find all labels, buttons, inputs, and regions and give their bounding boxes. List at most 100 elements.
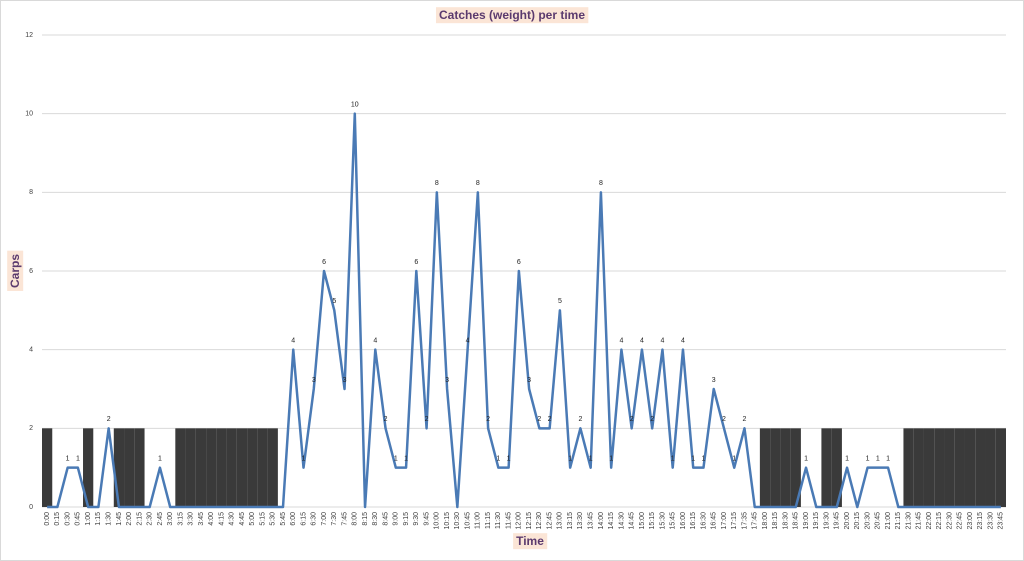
x-tick-label: 15:45 (670, 512, 677, 530)
x-tick-label: 8:30 (372, 512, 379, 526)
x-tick-label: 12:30 (536, 512, 543, 530)
x-tick-label: 0:30 (64, 512, 71, 526)
x-tick-label: 14:00 (598, 512, 605, 530)
data-label: 2 (548, 416, 552, 423)
data-label: 1 (496, 456, 500, 463)
x-tick-label: 3:45 (198, 512, 205, 526)
data-label: 1 (886, 456, 890, 463)
bar (780, 428, 791, 507)
x-tick-label: 5:45 (280, 512, 287, 526)
data-label: 1 (691, 456, 695, 463)
x-tick-label: 5:00 (249, 512, 256, 526)
bar (964, 428, 976, 507)
x-tick-label: 19:30 (823, 512, 830, 530)
data-label: 2 (425, 416, 429, 423)
x-tick-label: 4:45 (239, 512, 246, 526)
x-tick-label: 14:30 (618, 512, 625, 530)
x-tick-label: 18:45 (793, 512, 800, 530)
x-tick-label: 9:30 (413, 512, 420, 526)
data-label: 2 (107, 416, 111, 423)
x-tick-label: 23:45 (998, 512, 1005, 530)
bar (790, 428, 801, 507)
x-tick-label: 3:00 (167, 512, 174, 526)
x-tick-label: 23:15 (977, 512, 984, 530)
x-tick-label: 21:30 (905, 512, 912, 530)
bar (944, 428, 955, 507)
data-label: 8 (435, 180, 439, 187)
x-tick-label: 6:30 (311, 512, 318, 526)
bar (913, 428, 924, 507)
x-tick-label: 0:15 (54, 512, 61, 526)
bar (985, 428, 996, 507)
data-label: 5 (332, 298, 336, 305)
y-tick-label: 8 (29, 189, 33, 196)
x-tick-label: 3:15 (177, 512, 184, 526)
data-label: 2 (537, 416, 541, 423)
x-tick-label: 22:00 (926, 512, 933, 530)
x-tick-label: 23:00 (967, 512, 974, 530)
x-tick-label: 13:45 (588, 512, 595, 530)
bar (770, 428, 781, 507)
x-tick-label: 15:00 (639, 512, 646, 530)
data-label: 1 (404, 456, 408, 463)
x-tick-label: 10:30 (454, 512, 461, 530)
x-tick-label: 22:30 (946, 512, 953, 530)
x-tick-label: 22:15 (936, 512, 943, 530)
x-tick-label: 17:45 (752, 512, 759, 530)
data-label: 4 (619, 338, 623, 345)
x-tick-label: 18:00 (762, 512, 769, 530)
x-tick-label: 2:00 (126, 512, 133, 526)
data-label: 1 (609, 456, 613, 463)
data-label: 3 (527, 377, 531, 384)
data-label: 2 (630, 416, 634, 423)
data-label: 2 (722, 416, 726, 423)
bar (124, 428, 135, 507)
data-label: 1 (845, 456, 849, 463)
x-tick-label: 16:00 (680, 512, 687, 530)
x-tick-label: 6:00 (290, 512, 297, 526)
x-tick-label: 1:00 (85, 512, 92, 526)
x-tick-label: 11:30 (495, 512, 502, 529)
bar (195, 428, 207, 507)
data-label: 5 (558, 298, 562, 305)
data-label: 3 (445, 377, 449, 384)
x-tick-label: 8:15 (362, 512, 369, 526)
data-label: 1 (702, 456, 706, 463)
data-label: 4 (373, 338, 377, 345)
x-tick-label: 13:15 (567, 512, 574, 530)
x-tick-label: 2:45 (157, 512, 164, 526)
data-label: 1 (507, 456, 511, 463)
x-tick-label: 0:00 (44, 512, 51, 526)
y-tick-label: 0 (29, 504, 33, 511)
x-tick-label: 20:00 (844, 512, 851, 530)
x-tick-label: 20:15 (854, 512, 861, 530)
x-tick-label: 8:45 (382, 512, 389, 526)
bar (934, 428, 945, 507)
x-tick-label: 9:00 (393, 512, 400, 526)
y-tick-label: 10 (25, 111, 33, 118)
bar (267, 428, 278, 507)
data-label: 1 (76, 456, 80, 463)
bar (134, 428, 145, 507)
x-tick-label: 1:15 (95, 512, 102, 526)
data-label: 8 (476, 180, 480, 187)
x-tick-label: 15:30 (659, 512, 666, 530)
data-label: 3 (712, 377, 716, 384)
bar (83, 428, 94, 507)
x-tick-label: 7:00 (321, 512, 328, 526)
x-tick-label: 2:30 (147, 512, 154, 526)
bar (954, 428, 965, 507)
bar (175, 428, 186, 507)
x-tick-label: 5:30 (270, 512, 277, 526)
x-tick-label: 16:30 (700, 512, 707, 530)
bar (216, 428, 227, 507)
data-label: 2 (384, 416, 388, 423)
data-label: 3 (312, 377, 316, 384)
title-background (435, 7, 589, 24)
data-label: 1 (589, 456, 593, 463)
data-label: 1 (302, 456, 306, 463)
x-tick-label: 2:15 (136, 512, 143, 526)
bar (821, 428, 832, 507)
x-tick-label: 4:30 (229, 512, 236, 526)
x-tick-label: 8:00 (352, 512, 359, 526)
